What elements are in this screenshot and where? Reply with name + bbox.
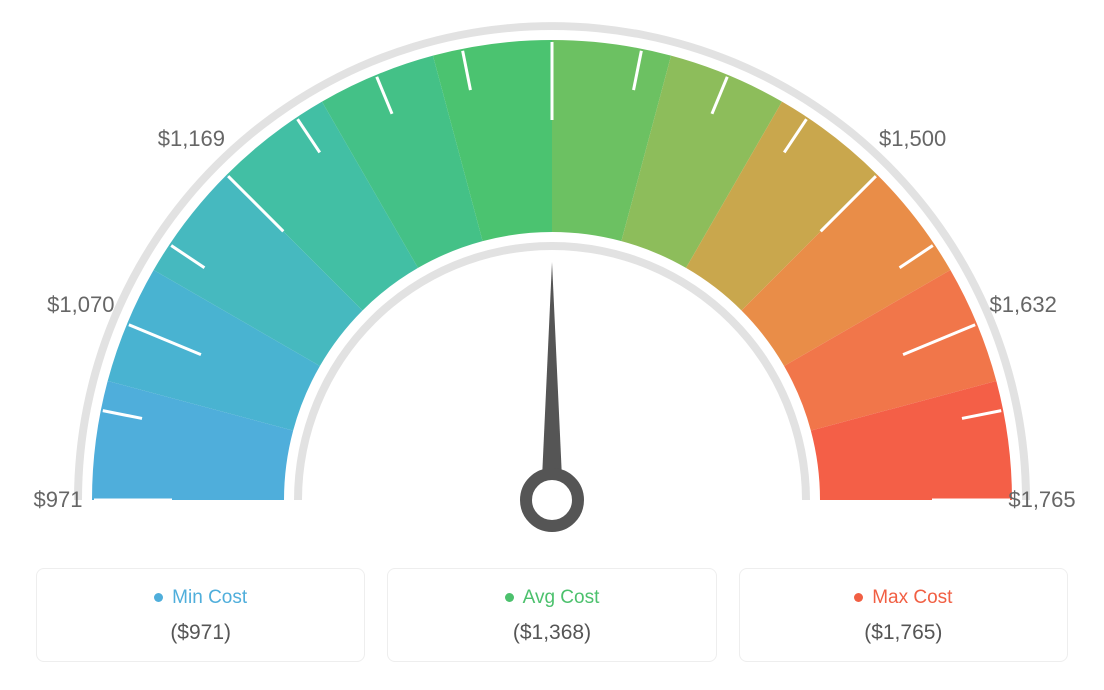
min-cost-dot <box>154 593 163 602</box>
gauge-tick-label: $971 <box>34 487 83 513</box>
avg-cost-label: Avg Cost <box>523 587 600 608</box>
max-cost-label: Max Cost <box>872 587 952 608</box>
avg-cost-dot <box>505 593 514 602</box>
cost-summary-row: Min Cost ($971) Avg Cost ($1,368) Max Co… <box>0 568 1104 662</box>
gauge-tick-label: $1,368 <box>518 0 585 3</box>
avg-cost-value: ($1,368) <box>398 621 705 645</box>
avg-cost-header: Avg Cost <box>398 587 705 609</box>
max-cost-card: Max Cost ($1,765) <box>739 568 1068 662</box>
min-cost-label: Min Cost <box>172 587 247 608</box>
min-cost-card: Min Cost ($971) <box>36 568 365 662</box>
gauge-tick-label: $1,169 <box>158 126 225 152</box>
gauge-tick-label: $1,632 <box>990 292 1057 318</box>
min-cost-value: ($971) <box>47 621 354 645</box>
gauge-tick-label: $1,070 <box>47 292 114 318</box>
avg-cost-card: Avg Cost ($1,368) <box>387 568 716 662</box>
gauge-svg <box>0 0 1104 550</box>
gauge-chart: $971 $1,070 $1,169 $1,368 $1,500 $1,632 $1,765 <box>0 0 1104 550</box>
min-cost-header: Min Cost <box>47 587 354 609</box>
max-cost-header: Max Cost <box>750 587 1057 609</box>
max-cost-dot <box>854 593 863 602</box>
gauge-tick-label: $1,500 <box>879 126 946 152</box>
max-cost-value: ($1,765) <box>750 621 1057 645</box>
gauge-tick-label: $1,765 <box>1008 487 1075 513</box>
